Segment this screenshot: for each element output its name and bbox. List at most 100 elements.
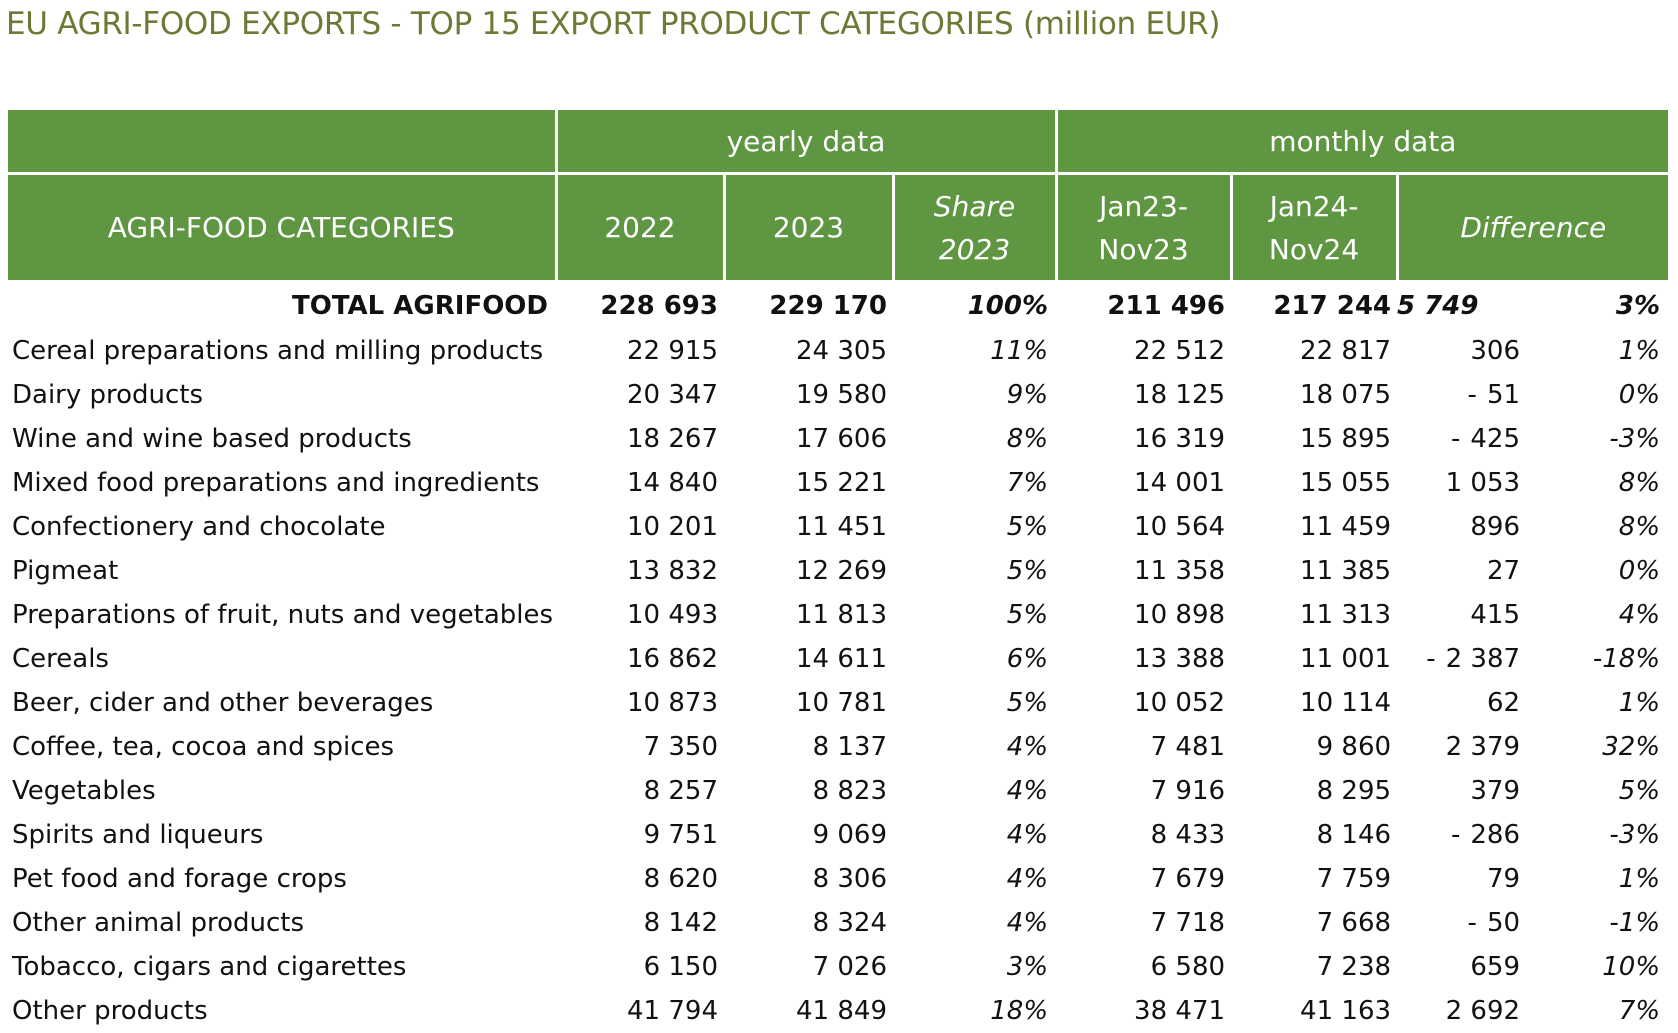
row-2022: 8 142 xyxy=(643,908,718,938)
row-diff-pct: 1% xyxy=(1618,864,1661,894)
row-diff-abs: 79 xyxy=(1397,857,1532,901)
row-category: Spirits and liqueurs xyxy=(12,820,264,850)
header-2023: 2023 xyxy=(722,172,895,283)
header-m24-line1: Jan24- xyxy=(1269,189,1359,223)
row-jan24-nov24: 11 459 xyxy=(1300,512,1392,542)
diff-value: 2 387 xyxy=(1445,644,1521,674)
table-row: Preparations of fruit, nuts and vegetabl… xyxy=(8,593,1668,637)
negative-sign: - xyxy=(1467,380,1477,410)
row-share: 5% xyxy=(1006,512,1049,542)
row-jan24-nov24: 9 860 xyxy=(1316,732,1392,762)
row-2023: 19 580 xyxy=(796,380,887,410)
table-row: Other animal products 8 142 8 324 4% 7 718 7 … xyxy=(8,901,1668,945)
row-jan23-nov23: 7 679 xyxy=(1150,864,1226,894)
diff-value: 659 xyxy=(1470,952,1521,982)
row-2022: 10 201 xyxy=(627,512,718,542)
header-m24-line2: Nov24 xyxy=(1268,232,1360,266)
row-share: 5% xyxy=(1006,556,1049,586)
table-row: Mixed food preparations and ingredients 1… xyxy=(8,461,1668,505)
row-share: 9% xyxy=(1006,380,1049,410)
row-2022: 7 350 xyxy=(643,732,718,762)
diff-value: 379 xyxy=(1470,776,1521,806)
row-diff-abs: 306 xyxy=(1397,329,1532,373)
row-diff-pct: -18% xyxy=(1592,644,1661,674)
total-share: 100% xyxy=(967,291,1049,321)
row-2022: 8 257 xyxy=(643,776,718,806)
row-diff-pct: 5% xyxy=(1618,776,1661,806)
diff-value: 2 692 xyxy=(1445,996,1521,1026)
row-2023: 14 611 xyxy=(796,644,887,674)
header-m23-line2: Nov23 xyxy=(1098,232,1189,266)
header-column-row: AGRI-FOOD CATEGORIES 2022 2023 Share 202… xyxy=(8,172,1669,283)
diff-value: 51 xyxy=(1486,380,1521,410)
row-diff-pct: 4% xyxy=(1618,600,1661,630)
row-2023: 8 324 xyxy=(812,908,887,938)
row-diff-pct: 0% xyxy=(1618,380,1661,410)
row-jan24-nov24: 7 238 xyxy=(1316,952,1392,982)
row-2022: 8 620 xyxy=(643,864,718,894)
row-jan24-nov24: 22 817 xyxy=(1300,336,1392,366)
row-share: 5% xyxy=(1006,600,1049,630)
header-2022: 2022 xyxy=(554,172,726,283)
row-jan23-nov23: 16 319 xyxy=(1134,424,1226,454)
row-share: 18% xyxy=(990,996,1049,1026)
negative-sign: - xyxy=(1451,424,1461,454)
table-row: Pigmeat 13 832 12 269 5% 11 358 11 385 27 0% xyxy=(8,549,1668,593)
row-2023: 8 823 xyxy=(812,776,887,806)
diff-value: 425 xyxy=(1470,424,1521,454)
diff-value: 306 xyxy=(1470,336,1521,366)
row-diff-abs: 27 xyxy=(1397,549,1532,593)
row-jan24-nov24: 8 295 xyxy=(1316,776,1392,806)
header-group-monthly: monthly data xyxy=(1054,107,1669,175)
header-jan24-nov24: Jan24- Nov24 xyxy=(1229,172,1399,283)
row-category: Tobacco, cigars and cigarettes xyxy=(12,952,407,982)
diff-value: 896 xyxy=(1470,512,1521,542)
table-row: Coffee, tea, cocoa and spices 7 350 8 137 4… xyxy=(8,725,1668,769)
table-row: Pet food and forage crops 8 620 8 306 4% 7 6… xyxy=(8,857,1668,901)
row-2023: 17 606 xyxy=(796,424,887,454)
row-2023: 11 813 xyxy=(796,600,887,630)
row-jan23-nov23: 10 898 xyxy=(1134,600,1226,630)
row-category: Vegetables xyxy=(12,776,156,806)
negative-sign: - xyxy=(1451,820,1461,850)
row-category: Other products xyxy=(12,996,208,1026)
row-jan24-nov24: 15 895 xyxy=(1300,424,1392,454)
header-difference: Difference xyxy=(1395,172,1669,283)
header-m23-line1: Jan23- xyxy=(1099,189,1188,223)
row-diff-pct: 1% xyxy=(1618,336,1661,366)
total-diff-pct: 3% xyxy=(1615,291,1661,321)
row-jan23-nov23: 22 512 xyxy=(1134,336,1226,366)
row-2022: 18 267 xyxy=(627,424,718,454)
table-row: Confectionery and chocolate 10 201 11 451 5… xyxy=(8,505,1668,549)
row-share: 4% xyxy=(1006,732,1049,762)
row-diff-abs: -425 xyxy=(1397,417,1532,461)
row-jan24-nov24: 10 114 xyxy=(1300,688,1392,718)
diff-value: 1 053 xyxy=(1445,468,1521,498)
row-jan23-nov23: 10 564 xyxy=(1134,512,1226,542)
row-diff-pct: 8% xyxy=(1618,468,1661,498)
row-jan24-nov24: 41 163 xyxy=(1300,996,1392,1026)
total-jan24-nov24: 217 244 xyxy=(1273,291,1392,321)
table-row: Dairy products 20 347 19 580 9% 18 125 18 075… xyxy=(8,373,1668,417)
table-row: Beer, cider and other beverages 10 873 10 … xyxy=(8,681,1668,725)
header-category: AGRI-FOOD CATEGORIES xyxy=(8,172,558,283)
row-2022: 6 150 xyxy=(643,952,718,982)
page-title: EU AGRI-FOOD EXPORTS - TOP 15 EXPORT PRO… xyxy=(6,6,1221,42)
row-jan23-nov23: 7 718 xyxy=(1150,908,1226,938)
exports-table: yearly data monthly data AGRI-FOOD CATEG… xyxy=(8,107,1669,1033)
row-diff-pct: -3% xyxy=(1609,424,1661,454)
diff-value: 27 xyxy=(1486,556,1521,586)
row-jan23-nov23: 18 125 xyxy=(1134,380,1226,410)
row-jan23-nov23: 14 001 xyxy=(1134,468,1226,498)
diff-value: 415 xyxy=(1470,600,1521,630)
row-diff-pct: 8% xyxy=(1618,512,1661,542)
row-diff-abs: 415 xyxy=(1397,593,1532,637)
row-2023: 8 306 xyxy=(812,864,887,894)
row-diff-pct: 0% xyxy=(1618,556,1661,586)
row-diff-abs: 62 xyxy=(1397,681,1532,725)
row-share: 4% xyxy=(1006,776,1049,806)
row-2022: 10 873 xyxy=(627,688,718,718)
row-jan24-nov24: 8 146 xyxy=(1316,820,1392,850)
row-diff-abs: 659 xyxy=(1397,945,1532,989)
row-2022: 16 862 xyxy=(627,644,718,674)
